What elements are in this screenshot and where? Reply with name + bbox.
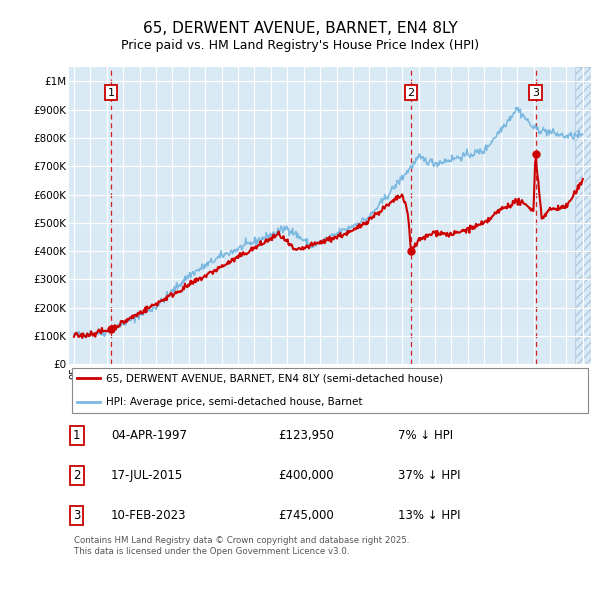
Text: £400,000: £400,000 xyxy=(278,469,334,482)
Text: 1: 1 xyxy=(73,429,80,442)
Text: 04-APR-1997: 04-APR-1997 xyxy=(111,429,187,442)
Text: 3: 3 xyxy=(73,509,80,522)
Text: 2: 2 xyxy=(407,88,415,98)
Text: HPI: Average price, semi-detached house, Barnet: HPI: Average price, semi-detached house,… xyxy=(106,396,362,407)
Text: £745,000: £745,000 xyxy=(278,509,334,522)
Text: 65, DERWENT AVENUE, BARNET, EN4 8LY: 65, DERWENT AVENUE, BARNET, EN4 8LY xyxy=(143,21,457,35)
Text: 7% ↓ HPI: 7% ↓ HPI xyxy=(398,429,453,442)
Text: 65, DERWENT AVENUE, BARNET, EN4 8LY (semi-detached house): 65, DERWENT AVENUE, BARNET, EN4 8LY (sem… xyxy=(106,373,443,383)
Text: 17-JUL-2015: 17-JUL-2015 xyxy=(111,469,183,482)
Text: Contains HM Land Registry data © Crown copyright and database right 2025.
This d: Contains HM Land Registry data © Crown c… xyxy=(74,536,410,556)
FancyBboxPatch shape xyxy=(71,368,589,413)
Text: 3: 3 xyxy=(532,88,539,98)
Polygon shape xyxy=(575,67,591,364)
Text: 13% ↓ HPI: 13% ↓ HPI xyxy=(398,509,460,522)
Text: 2: 2 xyxy=(73,469,80,482)
Text: 10-FEB-2023: 10-FEB-2023 xyxy=(111,509,186,522)
Text: 1: 1 xyxy=(107,88,115,98)
Text: Price paid vs. HM Land Registry's House Price Index (HPI): Price paid vs. HM Land Registry's House … xyxy=(121,39,479,52)
Text: 37% ↓ HPI: 37% ↓ HPI xyxy=(398,469,460,482)
Text: £123,950: £123,950 xyxy=(278,429,334,442)
